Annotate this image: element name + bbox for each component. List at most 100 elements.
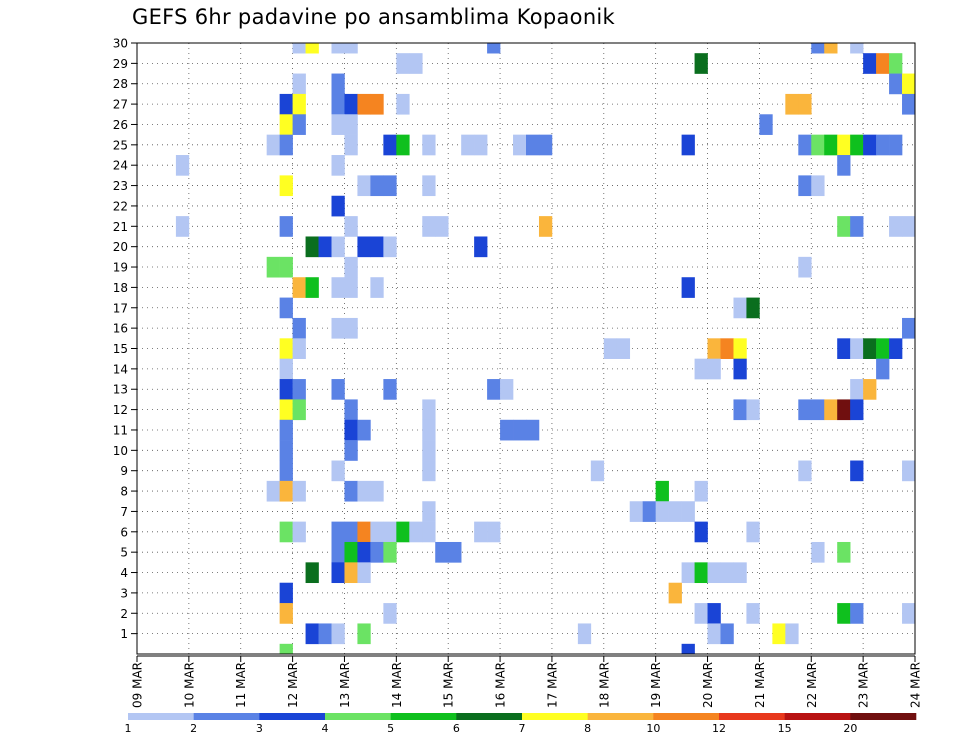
heatmap-cell xyxy=(279,256,293,278)
heatmap-cell xyxy=(500,419,514,441)
heatmap-cell xyxy=(279,603,293,624)
heatmap-cell xyxy=(513,419,527,441)
heatmap-cell xyxy=(474,521,488,543)
heatmap-cell xyxy=(305,562,319,584)
legend-swatch xyxy=(850,713,917,720)
heatmap-cell xyxy=(383,175,397,197)
heatmap-cell xyxy=(863,134,877,156)
y-tick-label: 21 xyxy=(113,220,128,234)
y-tick-label: 22 xyxy=(113,199,128,213)
heatmap-cell xyxy=(668,582,682,604)
heatmap-cell xyxy=(681,134,695,156)
legend-swatch xyxy=(719,713,785,720)
x-tick-label: 15 MAR xyxy=(442,662,456,708)
heatmap-cell xyxy=(850,43,864,54)
heatmap-cell xyxy=(344,317,358,339)
x-tick-label: 21 MAR xyxy=(753,662,767,708)
y-tick-label: 17 xyxy=(113,301,128,315)
heatmap-cell xyxy=(279,114,293,135)
heatmap-cell xyxy=(344,541,358,563)
heatmap-cell xyxy=(785,623,799,645)
heatmap-cell xyxy=(279,338,293,359)
heatmap-cell xyxy=(370,236,384,258)
heatmap-cell xyxy=(837,134,851,156)
chart-title: GEFS 6hr padavine po ansamblima Kopaonik xyxy=(132,5,616,29)
heatmap-cell xyxy=(396,53,410,74)
heatmap-cell xyxy=(526,134,540,156)
heatmap-cell xyxy=(305,43,319,54)
legend-label: 10 xyxy=(646,722,660,735)
y-tick-label: 10 xyxy=(113,444,128,458)
heatmap-cell xyxy=(331,114,345,135)
heatmap-cell xyxy=(344,419,358,441)
heatmap-cell xyxy=(798,256,812,278)
y-tick-label: 2 xyxy=(120,607,128,621)
heatmap-cell xyxy=(538,134,553,156)
heatmap-cell xyxy=(279,419,293,441)
heatmap-cell xyxy=(344,43,358,54)
heatmap-cell xyxy=(318,623,332,645)
heatmap-cell xyxy=(292,399,306,421)
heatmap-cell xyxy=(746,521,760,543)
heatmap-cell xyxy=(344,256,358,278)
heatmap-cell xyxy=(331,379,345,400)
heatmap-cell xyxy=(889,134,903,156)
heatmap-cell xyxy=(383,379,397,400)
heatmap-cell xyxy=(681,562,695,584)
y-tick-label: 29 xyxy=(113,57,128,71)
legend-label: 1 xyxy=(125,722,132,735)
heatmap-cell xyxy=(837,338,851,359)
legend-label: 2 xyxy=(190,722,197,735)
x-axis: 09 MAR 10 MAR 11 MAR 12 MAR 13 MAR 14 MAR 15 M… xyxy=(131,655,923,708)
heatmap-cell xyxy=(629,501,643,522)
heatmap-cell xyxy=(370,175,384,197)
heatmap-cell xyxy=(331,562,345,584)
heatmap-cell xyxy=(279,216,293,237)
heatmap-cell xyxy=(889,53,903,74)
y-tick-label: 23 xyxy=(113,179,128,193)
heatmap-cell xyxy=(707,603,721,624)
heatmap-cell xyxy=(279,480,293,502)
heatmap-cell xyxy=(811,175,825,197)
heatmap-cell xyxy=(292,277,306,298)
heatmap-cell xyxy=(902,93,916,115)
legend-label: 20 xyxy=(843,722,857,735)
heatmap-cell xyxy=(850,399,864,421)
heatmap-cell xyxy=(876,134,890,156)
heatmap-cell xyxy=(694,480,708,502)
heatmap-cell xyxy=(331,43,345,54)
heatmap-cell xyxy=(902,603,916,624)
heatmap-cell xyxy=(733,297,747,319)
y-tick-label: 11 xyxy=(113,423,128,437)
x-tick-label: 22 MAR xyxy=(805,662,819,708)
legend-swatch xyxy=(653,713,720,720)
heatmap-cell xyxy=(292,114,306,135)
y-tick-label: 24 xyxy=(113,159,128,173)
legend-swatch xyxy=(784,713,851,720)
heatmap-cell xyxy=(902,73,916,95)
heatmap-cell xyxy=(331,541,345,563)
heatmap-cell xyxy=(331,93,345,115)
legend-label: 3 xyxy=(256,722,263,735)
heatmap-cell xyxy=(383,134,397,156)
heatmap-cell xyxy=(357,175,371,197)
y-tick-label: 9 xyxy=(120,464,128,478)
heatmap-cell xyxy=(370,521,384,543)
legend-swatch xyxy=(259,713,326,720)
heatmap-cell xyxy=(850,603,864,624)
heatmap-cell xyxy=(331,195,345,217)
heatmap-cell xyxy=(577,623,592,645)
heatmap-cell xyxy=(889,338,903,359)
heatmap-cell xyxy=(461,134,475,156)
heatmap-cell xyxy=(344,134,358,156)
heatmap-cell xyxy=(811,134,825,156)
heatmap-cell xyxy=(266,256,280,278)
heatmap-cell xyxy=(837,216,851,237)
heatmap-cell xyxy=(681,277,695,298)
heatmap-cell xyxy=(331,521,345,543)
heatmap-cell xyxy=(292,93,306,115)
heatmap-cell xyxy=(746,603,760,624)
heatmap-cell xyxy=(370,541,384,563)
heatmap-cell xyxy=(422,419,436,441)
